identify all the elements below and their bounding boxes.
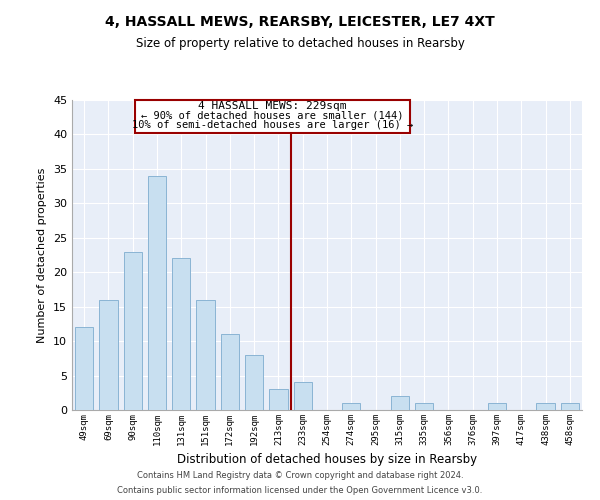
Bar <box>148 176 166 410</box>
Bar <box>100 300 118 410</box>
Bar <box>196 300 215 410</box>
FancyBboxPatch shape <box>135 100 410 133</box>
Text: 10% of semi-detached houses are larger (16) →: 10% of semi-detached houses are larger (… <box>132 120 413 130</box>
Y-axis label: Number of detached properties: Number of detached properties <box>37 168 47 342</box>
X-axis label: Distribution of detached houses by size in Rearsby: Distribution of detached houses by size … <box>177 454 477 466</box>
Bar <box>415 403 433 410</box>
Bar <box>221 334 239 410</box>
Text: Contains HM Land Registry data © Crown copyright and database right 2024.: Contains HM Land Registry data © Crown c… <box>137 471 463 480</box>
Bar <box>75 328 93 410</box>
Text: Size of property relative to detached houses in Rearsby: Size of property relative to detached ho… <box>136 38 464 51</box>
Bar <box>391 396 409 410</box>
Bar <box>488 403 506 410</box>
Text: ← 90% of detached houses are smaller (144): ← 90% of detached houses are smaller (14… <box>141 111 404 121</box>
Bar <box>561 403 579 410</box>
Bar <box>172 258 190 410</box>
Bar <box>342 403 361 410</box>
Bar <box>124 252 142 410</box>
Bar <box>269 390 287 410</box>
Bar <box>293 382 312 410</box>
Bar <box>536 403 554 410</box>
Text: 4 HASSALL MEWS: 229sqm: 4 HASSALL MEWS: 229sqm <box>198 101 347 111</box>
Bar <box>245 355 263 410</box>
Text: Contains public sector information licensed under the Open Government Licence v3: Contains public sector information licen… <box>118 486 482 495</box>
Text: 4, HASSALL MEWS, REARSBY, LEICESTER, LE7 4XT: 4, HASSALL MEWS, REARSBY, LEICESTER, LE7… <box>105 15 495 29</box>
